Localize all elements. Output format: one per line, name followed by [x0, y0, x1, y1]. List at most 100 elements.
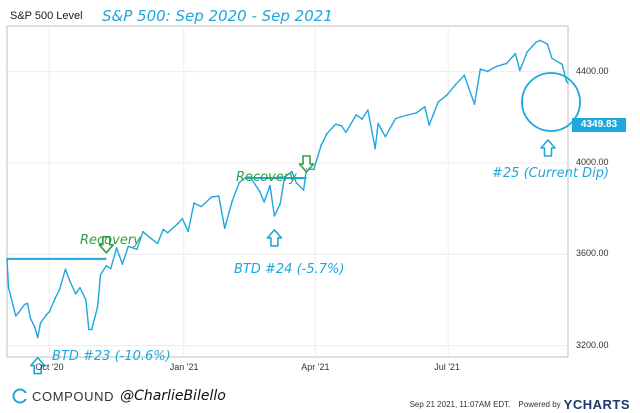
- data-point: [149, 237, 151, 239]
- data-point: [302, 189, 305, 191]
- data-point: [384, 135, 387, 138]
- data-point: [454, 83, 457, 86]
- btd-23-label: BTD #23 (-10.6%): [52, 349, 171, 364]
- data-point: [479, 68, 482, 70]
- data-point: [551, 57, 553, 59]
- data-point: [565, 80, 568, 82]
- data-point: [313, 168, 315, 171]
- current-dip-arrow: [540, 139, 556, 157]
- data-point: [162, 228, 165, 231]
- btd-23-arrow: [29, 356, 46, 375]
- data-point: [326, 132, 328, 135]
- current-dip-label: #25 (Current Dip): [492, 166, 610, 181]
- data-point: [291, 170, 293, 173]
- btd-24-arrow: [266, 229, 283, 247]
- data-point: [181, 217, 184, 220]
- data-point: [156, 242, 159, 245]
- footer-source: Sep 21 2021, 11:07AM EDT. Powered by YCH…: [410, 397, 630, 412]
- timestamp: Sep 21 2021, 11:07AM EDT.: [409, 400, 511, 409]
- data-point: [64, 268, 67, 271]
- data-point: [514, 52, 517, 55]
- data-point: [258, 190, 261, 193]
- data-point: [244, 177, 246, 179]
- data-point: [279, 203, 282, 205]
- data-point: [218, 195, 220, 197]
- y-tick-label: 3200.00: [576, 339, 609, 350]
- compound-brand-text: COMPOUND: [32, 388, 115, 404]
- data-point: [546, 43, 549, 46]
- data-point: [367, 109, 369, 111]
- data-point: [340, 125, 343, 127]
- data-point: [539, 39, 541, 42]
- x-tick-label: Apr '21: [301, 362, 330, 372]
- data-point: [238, 181, 241, 184]
- chart-title: S&P 500: Sep 2020 - Sep 2021: [102, 7, 333, 25]
- data-point: [39, 322, 42, 324]
- annotation-arrows: [29, 139, 556, 375]
- data-point: [45, 314, 48, 316]
- twitter-handle: @CharlieBilello: [120, 388, 226, 404]
- data-point: [166, 232, 169, 234]
- data-point: [405, 114, 407, 117]
- data-point: [557, 61, 559, 63]
- data-point: [105, 264, 108, 267]
- data-point: [250, 177, 252, 180]
- data-point: [320, 144, 322, 147]
- data-point: [85, 299, 87, 301]
- ycharts-logo: YCHARTS: [563, 397, 630, 412]
- data-point: [29, 317, 32, 320]
- data-point: [54, 297, 56, 299]
- data-point: [142, 230, 144, 233]
- data-point: [109, 267, 112, 270]
- x-tick-label: Jan '21: [169, 362, 199, 372]
- data-point: [7, 286, 10, 289]
- x-tick-label: Oct '20: [35, 362, 64, 372]
- data-point: [377, 122, 379, 125]
- data-point: [305, 168, 308, 170]
- data-point: [463, 74, 466, 77]
- data-point: [223, 227, 226, 230]
- data-point: [121, 263, 124, 265]
- data-point: [415, 112, 417, 114]
- data-point: [424, 106, 426, 108]
- data-point: [99, 274, 102, 276]
- last-value-badge: 4349.83: [572, 118, 626, 132]
- data-point: [374, 147, 377, 150]
- footer-brand: COMPOUND @CharlieBilello: [12, 385, 226, 407]
- data-point: [283, 176, 286, 178]
- powered-by-text: Powered by: [518, 400, 561, 409]
- data-point: [17, 311, 20, 314]
- data-point: [269, 184, 271, 187]
- y-tick-label: 4400.00: [576, 65, 609, 76]
- y-tick-label: 3600.00: [576, 248, 609, 259]
- btd-24-label: BTD #24 (-5.7%): [234, 262, 345, 277]
- data-point: [210, 196, 213, 198]
- data-point: [231, 201, 233, 203]
- data-point: [6, 258, 8, 260]
- data-point: [445, 94, 448, 96]
- data-point: [263, 201, 265, 203]
- data-point: [505, 62, 508, 65]
- y-tick-label: 4000.00: [576, 156, 609, 167]
- data-point: [334, 123, 337, 125]
- data-point: [437, 101, 439, 103]
- data-point: [428, 124, 431, 126]
- data-point: [136, 248, 138, 251]
- data-point: [295, 182, 298, 184]
- recovery-label-2: Recovery: [236, 170, 297, 185]
- data-point: [273, 215, 276, 217]
- data-point: [200, 205, 203, 208]
- plot-frame: [6, 25, 569, 358]
- data-point: [535, 41, 537, 44]
- data-point: [26, 302, 29, 305]
- recovery-label-1: Recovery: [80, 233, 141, 248]
- recovery-arrow-1: [98, 236, 115, 254]
- data-point: [567, 82, 569, 84]
- recovery-arrow-2: [298, 155, 315, 173]
- compound-logo-icon: [12, 388, 28, 404]
- data-point: [36, 336, 39, 339]
- data-point: [15, 315, 17, 317]
- data-point: [88, 328, 90, 331]
- reference-lines: [7, 177, 307, 260]
